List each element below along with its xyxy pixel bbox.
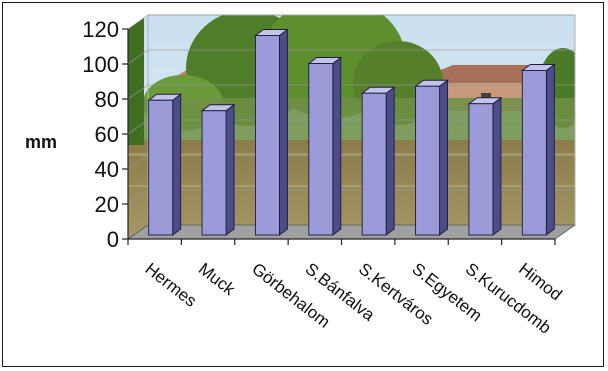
bar	[307, 56, 343, 236]
y-tick-label: 40	[95, 157, 119, 182]
bar-front	[254, 35, 280, 236]
plot-floor	[126, 224, 577, 240]
bar-side	[172, 93, 182, 236]
y-tick-label: 60	[95, 122, 119, 147]
y-tick-label: 120	[82, 17, 119, 42]
photo-background	[128, 15, 575, 239]
bar-front	[201, 110, 227, 236]
bar-side	[385, 86, 395, 236]
bar-side	[492, 96, 502, 236]
bar-front	[415, 85, 441, 236]
gridline	[127, 49, 575, 65]
bar-side	[332, 56, 342, 236]
bar	[360, 86, 396, 236]
bar-front	[148, 99, 174, 236]
y-tick-label: 80	[95, 87, 119, 112]
y-tick-label: 20	[95, 192, 119, 217]
gridline	[127, 14, 575, 30]
bar-front	[468, 103, 494, 236]
bar-front	[521, 70, 547, 236]
bar	[254, 28, 289, 236]
bar-side	[545, 63, 555, 236]
bar	[467, 96, 503, 236]
bar-side	[439, 79, 449, 236]
y-tick-label: 0	[107, 227, 119, 252]
chart-frame: 0 20 40 60 80 100 120 Hermes Muck Görbehalom S.Bá…	[2, 2, 604, 367]
y-axis: 0 20 40 60 80 100 120	[82, 17, 129, 252]
bar	[147, 93, 183, 236]
y-tick-label: 100	[82, 52, 119, 77]
y-axis-label: mm	[25, 132, 57, 152]
x-tick-label: Muck	[195, 259, 239, 299]
bar	[414, 79, 449, 236]
bar-front	[308, 63, 334, 236]
bar	[200, 103, 236, 236]
bar-side	[225, 103, 235, 236]
bar-front	[361, 92, 387, 236]
bar	[520, 63, 556, 236]
x-tick-label: Hermes	[142, 259, 201, 311]
bar-side	[278, 28, 288, 236]
bars	[147, 28, 556, 236]
